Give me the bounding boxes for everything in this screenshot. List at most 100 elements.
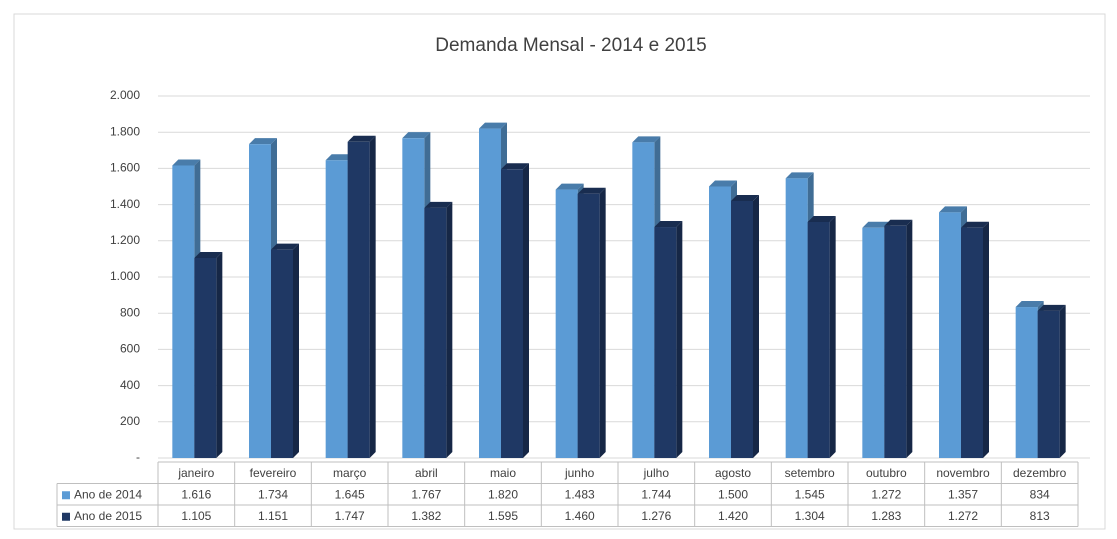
bar-front	[862, 227, 885, 458]
y-tick-label: 1.800	[110, 124, 140, 138]
bar-side	[1059, 304, 1066, 458]
bar-front	[632, 142, 655, 458]
table-value: 1.483	[565, 487, 595, 501]
bar-front	[961, 227, 983, 458]
bar-front	[807, 221, 830, 458]
bar-side	[753, 194, 759, 459]
table-value: 1.767	[411, 487, 441, 501]
bar	[347, 135, 376, 458]
bar-front	[325, 160, 348, 458]
table-value: 1.304	[795, 509, 825, 523]
bar-front	[577, 193, 600, 459]
table-value: 1.151	[258, 509, 288, 523]
bar-side	[369, 135, 376, 458]
table-value: 1.272	[948, 509, 978, 523]
bar-side	[293, 243, 299, 458]
bar-top	[577, 187, 606, 194]
bar	[884, 219, 913, 458]
bar-front	[501, 169, 523, 458]
y-tick-label: 2.000	[110, 88, 140, 102]
table-value: 1.276	[641, 509, 671, 523]
bar-top	[479, 122, 507, 129]
bar-front	[884, 225, 907, 458]
bar-top	[939, 206, 967, 213]
bar-front	[271, 249, 293, 458]
bar	[577, 187, 606, 459]
table-value: 1.357	[948, 487, 978, 501]
table-value: 1.595	[488, 509, 518, 523]
y-tick-label: 1.400	[110, 197, 140, 211]
bar-top	[194, 251, 223, 258]
bar-side	[906, 219, 913, 458]
bar-side	[216, 251, 223, 458]
table-value: 1.420	[718, 509, 748, 523]
table-value: 1.272	[871, 487, 901, 501]
bar-top	[555, 183, 584, 190]
x-tick-label: novembro	[936, 466, 990, 480]
table-value: 1.734	[258, 487, 288, 501]
bar-front	[402, 138, 425, 458]
legend-swatch	[62, 491, 70, 500]
bar-side	[523, 163, 529, 458]
bar-side	[983, 221, 989, 458]
table-value: 1.747	[335, 509, 365, 523]
x-tick-label: março	[333, 466, 367, 480]
bar-front	[424, 207, 447, 458]
legend-swatch	[62, 512, 70, 521]
y-tick-label: 1.200	[110, 233, 140, 247]
y-tick-label: 400	[120, 378, 140, 392]
y-tick-label: 1.000	[110, 269, 140, 283]
bar	[1037, 304, 1066, 458]
bar	[961, 221, 989, 458]
bar-side	[829, 215, 836, 458]
bar-front	[709, 186, 731, 458]
bar-top	[271, 243, 299, 250]
bar-top	[785, 172, 814, 179]
table-value: 834	[1030, 487, 1050, 501]
x-tick-label: abril	[415, 466, 438, 480]
x-tick-label: julho	[643, 466, 670, 480]
bar	[731, 194, 759, 459]
bar-front	[654, 227, 677, 458]
bar-front	[172, 165, 195, 458]
bar-front	[249, 144, 271, 458]
table-value: 1.105	[181, 509, 211, 523]
bar-top	[884, 219, 913, 226]
x-tick-label: outubro	[866, 466, 907, 480]
y-tick-label: 1.600	[110, 161, 140, 175]
table-value: 1.283	[871, 509, 901, 523]
y-tick-label: -	[136, 450, 140, 464]
bar-top	[654, 221, 683, 228]
bar-top	[249, 138, 277, 145]
bar-front	[347, 141, 370, 458]
table-value: 1.382	[411, 509, 441, 523]
bar-front	[1015, 307, 1038, 458]
bar-top	[807, 215, 836, 222]
x-tick-label: junho	[564, 466, 595, 480]
table-value: 1.645	[335, 487, 365, 501]
legend-label: Ano de 2014	[74, 487, 142, 501]
table-value: 1.616	[181, 487, 211, 501]
bar	[501, 163, 529, 458]
bar-top	[1015, 301, 1044, 308]
bar-top	[325, 154, 354, 161]
table-value: 1.500	[718, 487, 748, 501]
chart-title: Demanda Mensal - 2014 e 2015	[435, 35, 706, 56]
bar	[194, 251, 223, 458]
x-tick-label: setembro	[785, 466, 835, 480]
x-tick-label: dezembro	[1013, 466, 1067, 480]
bar-side	[446, 201, 453, 458]
table-value: 1.545	[795, 487, 825, 501]
table-value: 1.744	[641, 487, 671, 501]
table-value: 1.820	[488, 487, 518, 501]
bar-top	[172, 159, 201, 166]
bar-top	[731, 194, 759, 201]
bar-top	[501, 163, 529, 170]
bar-top	[1037, 304, 1066, 311]
bar-top	[961, 221, 989, 228]
y-tick-label: 800	[120, 305, 140, 319]
y-tick-label: 200	[120, 414, 140, 428]
bar-top	[709, 180, 737, 187]
table-value: 1.460	[565, 509, 595, 523]
